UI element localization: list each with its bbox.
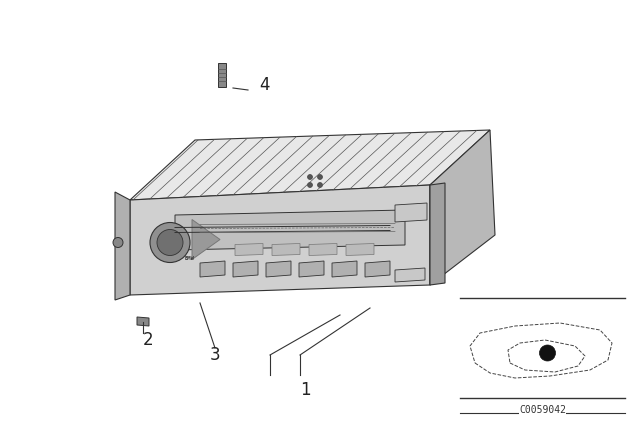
Circle shape (540, 345, 556, 361)
Polygon shape (365, 261, 390, 277)
Polygon shape (235, 244, 263, 255)
Polygon shape (272, 244, 300, 255)
Circle shape (317, 175, 323, 180)
Circle shape (113, 237, 123, 247)
Polygon shape (130, 185, 430, 295)
Polygon shape (266, 261, 291, 277)
Circle shape (317, 182, 323, 188)
Polygon shape (430, 183, 445, 285)
Text: 4: 4 (260, 76, 270, 94)
Text: 3: 3 (210, 346, 220, 364)
Polygon shape (346, 244, 374, 255)
Polygon shape (192, 220, 220, 259)
Polygon shape (332, 261, 357, 277)
Polygon shape (218, 63, 226, 87)
Polygon shape (309, 244, 337, 255)
Polygon shape (395, 203, 427, 222)
Polygon shape (299, 261, 324, 277)
Polygon shape (430, 130, 495, 285)
Polygon shape (137, 317, 149, 326)
Polygon shape (175, 210, 405, 250)
Circle shape (307, 175, 312, 180)
Polygon shape (130, 130, 490, 200)
Text: C0059042: C0059042 (519, 405, 566, 415)
Circle shape (157, 229, 183, 255)
Polygon shape (200, 261, 225, 277)
Circle shape (150, 223, 190, 263)
Polygon shape (233, 261, 258, 277)
Text: BMW: BMW (185, 256, 195, 261)
Circle shape (307, 182, 312, 188)
Text: 2: 2 (143, 331, 154, 349)
Polygon shape (395, 268, 425, 282)
Polygon shape (115, 192, 130, 300)
Text: 1: 1 (300, 381, 310, 399)
